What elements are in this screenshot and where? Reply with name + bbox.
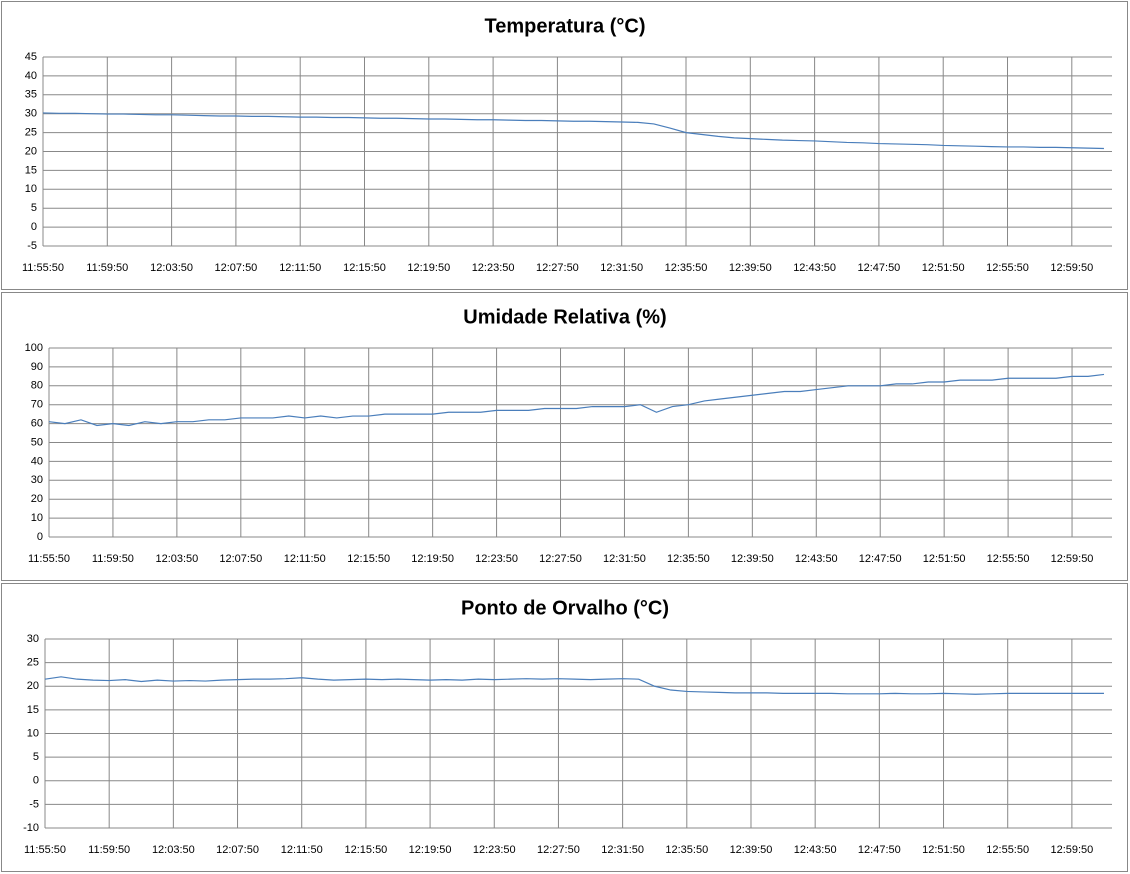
x-tick-label: 12:27:50 xyxy=(536,262,579,274)
x-tick-label: 12:23:50 xyxy=(475,553,518,565)
y-tick-label: 70 xyxy=(31,399,43,411)
data-line xyxy=(42,112,1104,150)
y-tick-label: 0 xyxy=(37,531,43,543)
x-tick-label: 12:59:50 xyxy=(1050,844,1093,856)
chart-title: Umidade Relativa (%) xyxy=(463,306,666,328)
y-tick-label: 10 xyxy=(31,512,43,524)
x-tick-label: 12:27:50 xyxy=(539,553,582,565)
y-tick-label: 10 xyxy=(27,727,39,739)
y-tick-label: 25 xyxy=(27,657,39,669)
y-tick-label: 20 xyxy=(25,145,37,157)
y-tick-label: 40 xyxy=(31,455,43,467)
x-tick-label: 12:55:50 xyxy=(986,262,1029,274)
x-tick-label: 12:31:50 xyxy=(600,262,643,274)
x-tick-label: 12:19:50 xyxy=(409,844,452,856)
y-tick-label: 90 xyxy=(31,361,43,373)
x-tick-label: 12:27:50 xyxy=(537,844,580,856)
x-tick-label: 12:03:50 xyxy=(152,844,195,856)
x-tick-label: 11:55:50 xyxy=(28,553,70,565)
x-tick-label: 12:11:50 xyxy=(279,262,321,274)
y-tick-label: 80 xyxy=(31,380,43,392)
y-tick-label: -5 xyxy=(27,240,37,252)
x-tick-label: 12:03:50 xyxy=(150,262,193,274)
data-line xyxy=(48,373,1105,427)
x-tick-label: 12:31:50 xyxy=(601,844,644,856)
y-tick-label: 0 xyxy=(33,775,39,787)
x-tick-label: 12:07:50 xyxy=(214,262,257,274)
x-tick-label: 12:51:50 xyxy=(922,844,965,856)
chart-title: Temperatura (°C) xyxy=(485,15,646,37)
y-tick-label: 100 xyxy=(25,342,43,354)
x-tick-label: 12:23:50 xyxy=(473,844,516,856)
y-tick-label: 30 xyxy=(31,474,43,486)
y-tick-label: 10 xyxy=(25,183,37,195)
chart-title: Ponto de Orvalho (°C) xyxy=(461,597,669,619)
x-tick-label: 12:47:50 xyxy=(858,844,901,856)
x-tick-label: 12:23:50 xyxy=(472,262,515,274)
x-tick-label: 12:43:50 xyxy=(795,553,838,565)
x-tick-label: 12:39:50 xyxy=(730,844,773,856)
y-tick-label: 15 xyxy=(27,704,39,716)
x-tick-label: 12:43:50 xyxy=(794,844,837,856)
x-tick-label: 12:07:50 xyxy=(219,553,262,565)
x-tick-label: 11:59:50 xyxy=(92,553,134,565)
x-tick-label: 12:19:50 xyxy=(411,553,454,565)
panel xyxy=(1,583,1128,872)
y-tick-label: 30 xyxy=(25,108,37,120)
x-tick-label: 12:59:50 xyxy=(1050,262,1093,274)
x-tick-label: 12:59:50 xyxy=(1051,553,1094,565)
x-tick-label: 12:55:50 xyxy=(987,553,1030,565)
x-tick-label: 12:15:50 xyxy=(347,553,390,565)
y-tick-label: -5 xyxy=(29,798,39,810)
y-tick-label: 45 xyxy=(25,51,37,63)
x-tick-label: 12:19:50 xyxy=(407,262,450,274)
x-tick-label: 12:15:50 xyxy=(343,262,386,274)
x-tick-label: 12:35:50 xyxy=(667,553,710,565)
y-tick-label: 40 xyxy=(25,70,37,82)
x-tick-label: 12:47:50 xyxy=(859,553,902,565)
y-tick-label: 35 xyxy=(25,89,37,101)
y-tick-label: 5 xyxy=(31,202,37,214)
x-tick-label: 12:51:50 xyxy=(922,262,965,274)
y-tick-label: 60 xyxy=(31,418,43,430)
y-tick-label: -10 xyxy=(23,822,39,834)
x-tick-label: 12:15:50 xyxy=(344,844,387,856)
x-tick-label: 12:07:50 xyxy=(216,844,259,856)
x-tick-label: 12:39:50 xyxy=(729,262,772,274)
x-tick-label: 12:47:50 xyxy=(857,262,900,274)
panel xyxy=(1,292,1128,581)
x-tick-label: 12:35:50 xyxy=(665,844,708,856)
x-tick-label: 12:03:50 xyxy=(155,553,198,565)
y-tick-label: 5 xyxy=(33,751,39,763)
data-line xyxy=(44,676,1104,695)
y-tick-label: 0 xyxy=(31,221,37,233)
y-tick-label: 50 xyxy=(31,436,43,448)
x-tick-label: 12:35:50 xyxy=(665,262,708,274)
y-tick-label: 20 xyxy=(27,680,39,692)
x-tick-label: 11:59:50 xyxy=(86,262,128,274)
x-tick-label: 12:39:50 xyxy=(731,553,774,565)
y-tick-label: 20 xyxy=(31,493,43,505)
x-tick-label: 11:55:50 xyxy=(22,262,64,274)
x-tick-label: 11:59:50 xyxy=(88,844,130,856)
x-tick-label: 11:55:50 xyxy=(24,844,66,856)
x-tick-label: 12:11:50 xyxy=(281,844,323,856)
y-tick-label: 25 xyxy=(25,127,37,139)
x-tick-label: 12:55:50 xyxy=(986,844,1029,856)
x-tick-label: 12:43:50 xyxy=(793,262,836,274)
x-tick-label: 12:11:50 xyxy=(284,553,326,565)
y-tick-label: 15 xyxy=(25,164,37,176)
x-tick-label: 12:31:50 xyxy=(603,553,646,565)
x-tick-label: 12:51:50 xyxy=(923,553,966,565)
y-tick-label: 30 xyxy=(27,633,39,645)
